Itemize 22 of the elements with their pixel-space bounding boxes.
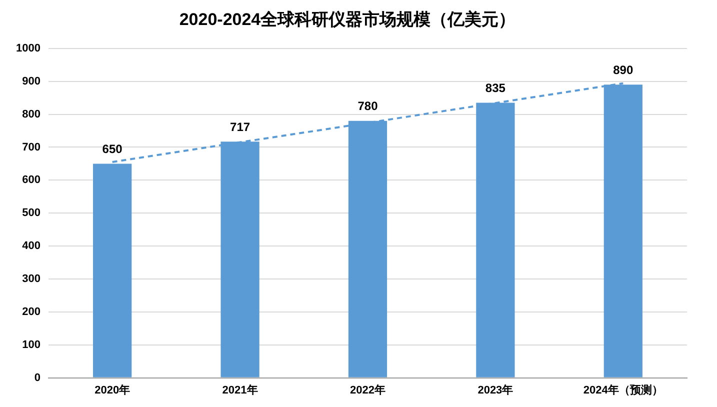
y-tick-label: 200 [22, 306, 40, 318]
y-tick-label: 300 [22, 273, 40, 286]
y-tick-label: 0 [34, 372, 40, 384]
x-tick-label: 2020年 [94, 383, 130, 396]
y-tick-label: 600 [22, 174, 40, 186]
x-tick-label: 2021年 [222, 383, 258, 396]
data-label: 890 [613, 62, 634, 77]
y-tick-label: 500 [22, 207, 40, 220]
y-tick-label: 100 [22, 338, 40, 351]
data-label: 717 [230, 120, 250, 134]
y-tick-label: 900 [22, 75, 40, 88]
data-label: 650 [102, 142, 123, 156]
x-tick-label: 2022年 [350, 383, 386, 396]
x-tick-label: 2024年（预测） [583, 383, 663, 396]
y-tick-label: 700 [22, 141, 40, 154]
y-tick-label: 800 [22, 108, 40, 120]
x-tick-label: 2023年 [478, 383, 514, 396]
chart-title: 2020-2024全球科研仪器市场规模（亿美元） [179, 10, 516, 29]
y-tick-label: 400 [22, 240, 40, 252]
data-label: 835 [485, 81, 506, 96]
y-tick-label: 1000 [16, 42, 40, 54]
data-label: 780 [358, 99, 378, 114]
